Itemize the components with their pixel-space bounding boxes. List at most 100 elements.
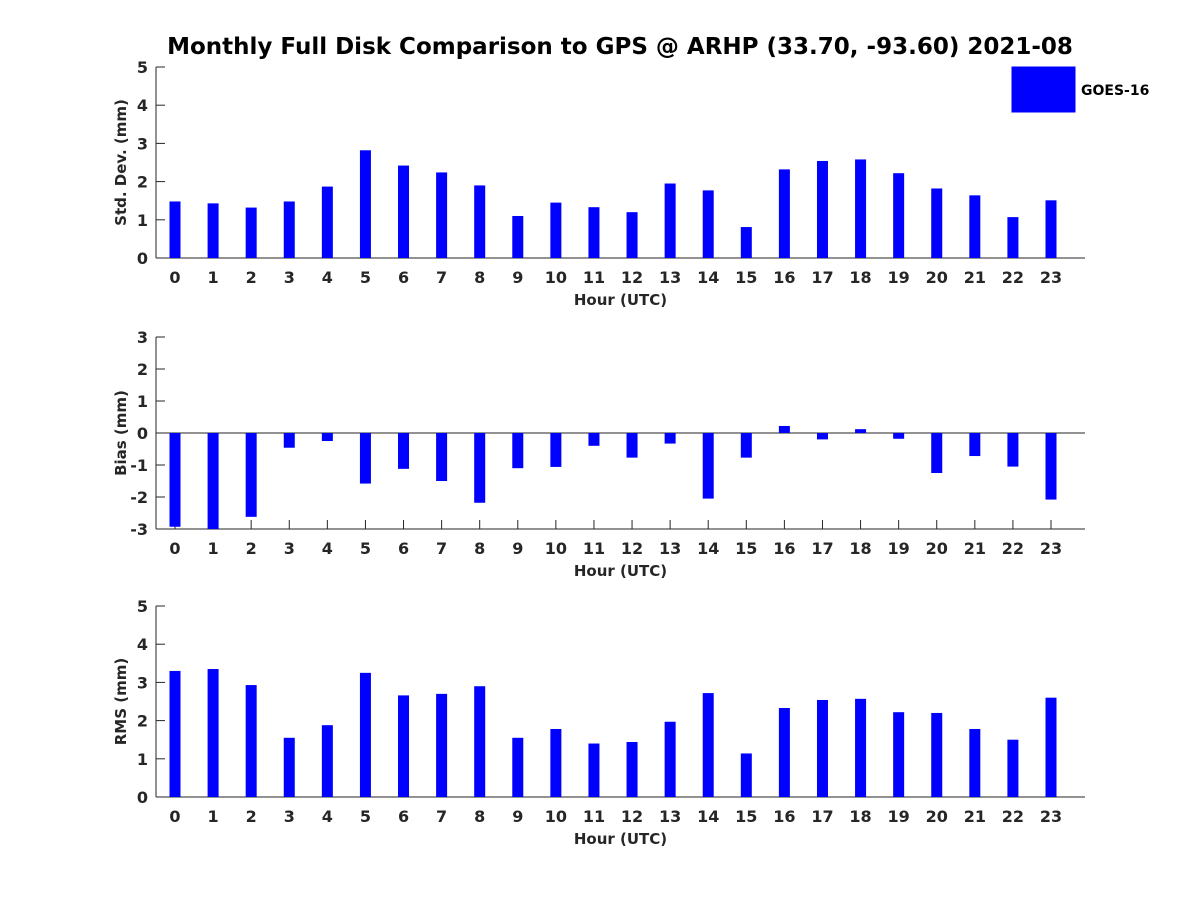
rms-x-tick-label: 0: [169, 807, 180, 826]
bias-bar: [550, 433, 562, 467]
bias-x-tick-label: 19: [888, 539, 910, 558]
std-dev-bar: [816, 160, 828, 258]
std-dev-x-tick-label: 7: [436, 268, 447, 287]
std-dev-x-tick-label: 14: [697, 268, 719, 287]
rms-x-tick-label: 7: [436, 807, 447, 826]
std-dev-x-tick-label: 10: [545, 268, 567, 287]
bias-x-tick-label: 16: [773, 539, 795, 558]
std-dev-bar: [169, 201, 181, 258]
bias-y-tick-label: 0: [137, 424, 148, 443]
rms-bar: [398, 695, 410, 797]
bias-x-tick-label: 15: [735, 539, 757, 558]
std-dev-bar: [474, 185, 486, 258]
bias-bar: [816, 433, 828, 440]
rms-x-tick-label: 21: [964, 807, 986, 826]
std-dev-y-tick-label: 5: [137, 58, 148, 77]
std-dev-x-tick-label: 2: [246, 268, 257, 287]
rms-x-tick-label: 22: [1002, 807, 1024, 826]
std-dev-x-tick-label: 15: [735, 268, 757, 287]
std-dev-x-tick-label: 23: [1040, 268, 1062, 287]
bias-bar: [588, 433, 600, 446]
bias-bar: [359, 433, 371, 484]
bias-y-tick-label: -2: [130, 488, 148, 507]
bias-bar: [893, 433, 905, 439]
std-dev-bar: [893, 173, 905, 258]
rms-x-tick-label: 8: [474, 807, 485, 826]
std-dev-x-tick-label: 1: [208, 268, 219, 287]
bias-bar: [1007, 433, 1019, 467]
bias-bar: [969, 433, 981, 457]
rms-x-tick-label: 10: [545, 807, 567, 826]
bias-x-tick-label: 21: [964, 539, 986, 558]
rms-bar: [283, 737, 295, 797]
std-dev-bar: [778, 169, 790, 258]
rms-y-axis-label: RMS (mm): [112, 658, 130, 745]
bias-x-tick-label: 9: [512, 539, 523, 558]
std-dev-y-tick-label: 2: [137, 173, 148, 192]
bias-x-tick-label: 7: [436, 539, 447, 558]
rms-x-tick-label: 2: [246, 807, 257, 826]
rms-y-tick-label: 0: [137, 788, 148, 807]
bias-x-tick-label: 1: [208, 539, 219, 558]
rms-y-tick-label: 4: [137, 635, 148, 654]
bias-x-axis-label: Hour (UTC): [574, 562, 667, 580]
rms-bar: [893, 712, 905, 797]
rms-bar: [207, 669, 219, 797]
rms-x-axis-label: Hour (UTC): [574, 830, 667, 848]
std-dev-y-tick-label: 0: [137, 249, 148, 268]
rms-y-tick-label: 5: [137, 597, 148, 616]
std-dev-x-tick-label: 3: [284, 268, 295, 287]
std-dev-y-axis-label: Std. Dev. (mm): [112, 99, 130, 226]
bias-bar: [398, 433, 410, 469]
std-dev-bar: [702, 190, 714, 258]
rms-bar: [740, 753, 752, 797]
std-dev-bar: [1007, 217, 1019, 258]
rms-x-tick-label: 11: [583, 807, 605, 826]
std-dev-bar: [740, 227, 752, 258]
rms-x-tick-label: 23: [1040, 807, 1062, 826]
rms-bar: [702, 693, 714, 797]
rms-bar: [969, 729, 981, 797]
rms-x-tick-label: 1: [208, 807, 219, 826]
bias-bar: [512, 433, 524, 469]
std-dev-x-tick-label: 17: [811, 268, 833, 287]
bias-x-tick-label: 6: [398, 539, 409, 558]
bias-bar: [931, 433, 943, 473]
bias-x-tick-label: 14: [697, 539, 719, 558]
rms-bar: [1045, 697, 1057, 797]
chart-title: Monthly Full Disk Comparison to GPS @ AR…: [167, 34, 1073, 60]
std-dev-x-tick-label: 21: [964, 268, 986, 287]
rms-x-tick-label: 16: [773, 807, 795, 826]
std-dev-bar: [283, 201, 295, 258]
bias-x-tick-label: 18: [849, 539, 871, 558]
bias-bar: [474, 433, 486, 503]
bias-x-tick-label: 0: [169, 539, 180, 558]
rms-bar: [512, 737, 524, 797]
rms-bar: [245, 685, 257, 797]
rms-x-tick-label: 6: [398, 807, 409, 826]
bias-bar: [702, 433, 714, 499]
rms-x-tick-label: 4: [322, 807, 333, 826]
std-dev-bar: [626, 212, 638, 258]
std-dev-bar: [969, 195, 981, 258]
bias-x-tick-label: 2: [246, 539, 257, 558]
rms-bar: [436, 693, 448, 797]
std-dev-bar: [512, 215, 524, 258]
std-dev-x-tick-label: 11: [583, 268, 605, 287]
std-dev-x-tick-label: 6: [398, 268, 409, 287]
std-dev-bar: [855, 159, 867, 258]
bias-y-tick-label: 3: [137, 328, 148, 347]
bias-bar: [283, 433, 295, 448]
bias-x-tick-label: 3: [284, 539, 295, 558]
std-dev-x-tick-label: 18: [849, 268, 871, 287]
bias-bar: [207, 433, 219, 529]
rms-x-tick-label: 17: [811, 807, 833, 826]
bias-y-tick-label: -3: [130, 520, 148, 539]
bias-x-tick-label: 22: [1002, 539, 1024, 558]
rms-x-tick-label: 14: [697, 807, 719, 826]
std-dev-bar: [1045, 200, 1057, 258]
bias-bar: [245, 433, 257, 517]
rms-x-tick-label: 9: [512, 807, 523, 826]
bias-bar: [855, 429, 867, 433]
bias-x-tick-label: 17: [811, 539, 833, 558]
